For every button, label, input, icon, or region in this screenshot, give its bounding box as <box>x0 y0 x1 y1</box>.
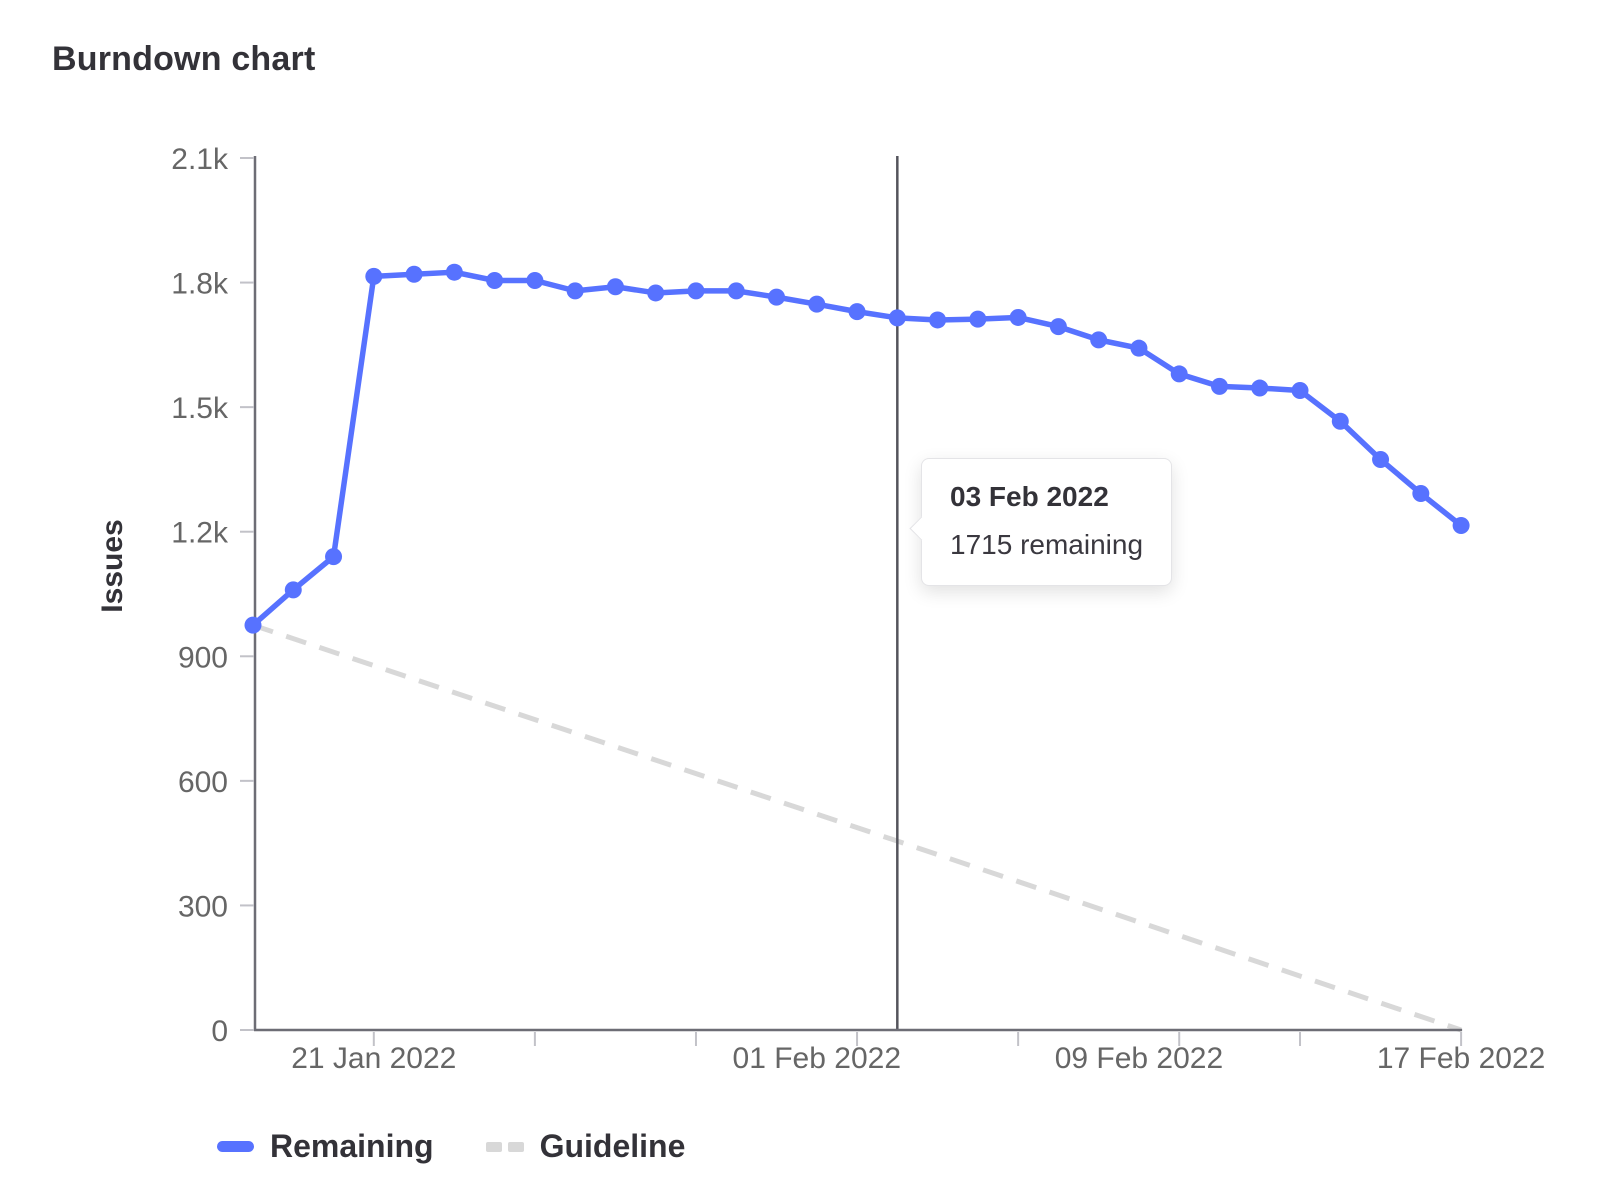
remaining-line <box>250 269 1464 628</box>
y-tick-label: 1.2k <box>171 517 229 550</box>
tooltip-date: 03 Feb 2022 <box>950 481 1109 512</box>
y-tick-label: 600 <box>178 766 228 799</box>
y-tick-label: 900 <box>178 641 228 674</box>
data-point[interactable] <box>1049 318 1067 336</box>
data-point[interactable] <box>526 271 544 289</box>
y-tick-label: 1.5k <box>171 392 229 425</box>
chart-legend: Remaining Guideline <box>217 1128 685 1165</box>
x-axis-label: 09 Feb 2022 <box>1055 1042 1223 1075</box>
data-point[interactable] <box>1170 365 1188 383</box>
data-point[interactable] <box>1210 377 1228 395</box>
data-point[interactable] <box>1130 339 1148 357</box>
data-point[interactable] <box>566 282 584 300</box>
data-point[interactable] <box>284 581 302 599</box>
data-point[interactable] <box>244 616 262 634</box>
data-point[interactable] <box>1291 382 1309 400</box>
guideline-dash-swatch-icon <box>485 1141 524 1152</box>
data-point[interactable] <box>848 303 866 321</box>
legend-item-guideline[interactable]: Guideline <box>485 1128 686 1165</box>
data-point[interactable] <box>687 282 705 300</box>
legend-remaining-label: Remaining <box>270 1128 434 1164</box>
data-point[interactable] <box>888 309 906 327</box>
data-point[interactable] <box>969 310 987 328</box>
tooltip-value: 1715 remaining <box>950 529 1144 560</box>
data-point[interactable] <box>486 271 504 289</box>
remaining-line-swatch-icon <box>217 1141 254 1152</box>
data-point[interactable] <box>1412 485 1430 503</box>
page-title: Burndown chart <box>52 40 316 78</box>
guideline-line <box>252 622 1462 1033</box>
x-axis-label: 17 Feb 2022 <box>1377 1042 1545 1075</box>
data-point[interactable] <box>445 263 463 281</box>
data-point[interactable] <box>1090 331 1108 349</box>
data-point[interactable] <box>325 548 343 566</box>
data-point[interactable] <box>727 282 745 300</box>
y-tick-label: 1.8k <box>171 268 229 301</box>
data-point[interactable] <box>405 265 423 283</box>
x-axis-label: 21 Jan 2022 <box>291 1042 456 1075</box>
y-tick-label: 300 <box>178 890 228 923</box>
data-point[interactable] <box>606 278 624 296</box>
data-point[interactable] <box>365 267 383 285</box>
legend-item-remaining[interactable]: Remaining <box>217 1128 434 1165</box>
data-point[interactable] <box>1452 516 1470 534</box>
data-point[interactable] <box>1009 308 1027 326</box>
data-point[interactable] <box>647 284 665 302</box>
y-tick-label: 0 <box>211 1015 228 1048</box>
legend-guideline-label: Guideline <box>539 1128 686 1164</box>
y-tick-label: 2.1k <box>171 143 229 176</box>
data-point[interactable] <box>1331 412 1349 430</box>
data-point[interactable] <box>768 288 786 306</box>
chart-tooltip: 03 Feb 2022 1715 remaining <box>909 458 1173 586</box>
x-axis-label: 01 Feb 2022 <box>733 1042 901 1075</box>
data-point[interactable] <box>929 311 947 329</box>
data-point[interactable] <box>808 295 826 313</box>
data-point[interactable] <box>1251 379 1269 397</box>
data-point[interactable] <box>1372 450 1390 468</box>
